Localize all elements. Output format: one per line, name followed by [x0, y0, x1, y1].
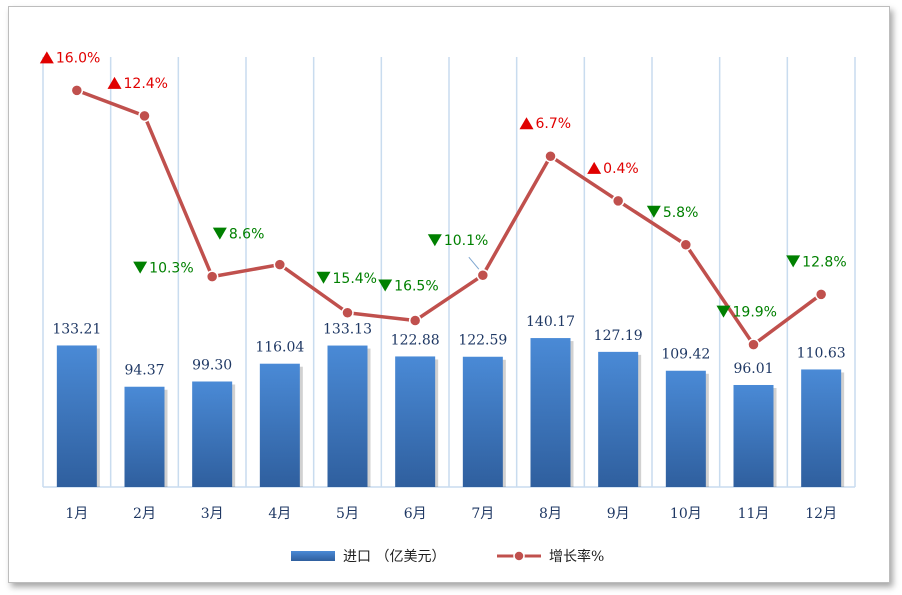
legend-bar-swatch	[291, 551, 335, 561]
x-tick-label: 7月	[471, 506, 494, 522]
x-tick-label: 8月	[539, 506, 562, 522]
growth-rate-label: 12.4%	[124, 76, 168, 92]
growth-point	[341, 306, 354, 319]
growth-rate-label: 16.0%	[56, 50, 100, 66]
growth-point	[747, 338, 760, 351]
bar-value-label: 122.59	[458, 333, 507, 349]
growth-rate-label: 0.4%	[603, 161, 639, 177]
down-arrow-icon	[378, 279, 393, 292]
growth-point	[138, 109, 151, 123]
grid-lines	[42, 57, 856, 488]
down-arrow-icon	[212, 227, 227, 240]
chart-frame: 133.21 94.37 99.30 116.04 133.13 122.88 122.59…	[8, 6, 890, 583]
growth-point	[814, 288, 828, 301]
growth-rate-label: 6.7%	[536, 116, 572, 132]
legend-line-label: 增长率%	[549, 548, 604, 565]
bar	[192, 381, 233, 487]
bar-value-label: 94.37	[124, 363, 164, 379]
growth-rate-label: 5.8%	[663, 205, 699, 221]
bar	[259, 363, 300, 487]
bar	[124, 386, 165, 487]
legend-line-marker	[513, 550, 525, 562]
legend-bar-label: 进口 （亿美元）	[343, 549, 445, 565]
growth-point	[273, 258, 287, 271]
growth-rate-label: 15.4%	[333, 271, 377, 287]
growth-rate-label: 10.1%	[444, 233, 488, 249]
down-arrow-icon	[786, 255, 801, 268]
growth-rate-label: 8.6%	[229, 227, 265, 243]
x-axis-tick-labels: 1月 2月 3月 4月 5月 6月 7月 8月 9月 10月 11月 12月	[65, 506, 837, 522]
bar-value-label: 110.63	[797, 345, 846, 361]
growth-rate-label: 16.5%	[394, 279, 438, 295]
chart-svg: 133.21 94.37 99.30 116.04 133.13 122.88 122.59…	[39, 50, 856, 565]
growth-point	[611, 194, 625, 208]
bar	[530, 338, 571, 487]
bar	[733, 384, 774, 487]
x-tick-label: 3月	[201, 506, 224, 522]
x-tick-label: 10月	[670, 506, 702, 522]
down-arrow-icon	[716, 305, 731, 318]
x-tick-label: 11月	[738, 506, 770, 522]
growth-point	[544, 149, 557, 163]
down-arrow-icon	[133, 261, 148, 274]
x-tick-label: 6月	[404, 506, 427, 522]
bar-value-label: 127.19	[594, 328, 643, 344]
bar	[665, 370, 706, 487]
growth-rate-label: 19.9%	[733, 305, 777, 321]
down-arrow-icon	[316, 271, 331, 284]
bar-value-label: 133.21	[52, 321, 101, 337]
bar	[801, 369, 842, 487]
down-arrow-icon	[427, 234, 442, 247]
bar-value-label: 99.30	[192, 357, 232, 373]
up-arrow-icon	[519, 117, 534, 130]
bar-value-labels: 133.21 94.37 99.30 116.04 133.13 122.88 122.59…	[52, 314, 845, 379]
bar-value-label: 133.13	[323, 322, 372, 338]
growth-line-series	[70, 84, 828, 351]
growth-point	[679, 238, 693, 251]
bar-value-label: 116.04	[255, 340, 304, 356]
growth-point	[205, 270, 219, 283]
bar-value-label: 96.01	[733, 361, 773, 377]
growth-point	[476, 268, 490, 282]
up-arrow-icon	[39, 51, 54, 64]
x-tick-label: 4月	[268, 506, 291, 522]
bar	[56, 345, 97, 487]
up-arrow-icon	[587, 161, 602, 174]
bar-series	[56, 338, 845, 487]
x-tick-label: 9月	[607, 506, 630, 522]
bar	[598, 351, 639, 487]
bar-value-label: 122.88	[391, 332, 440, 348]
x-tick-label: 2月	[133, 506, 156, 522]
growth-rate-label: 12.8%	[802, 254, 846, 270]
bar	[462, 356, 503, 487]
growth-point	[408, 314, 422, 327]
label-leader-line	[468, 256, 480, 270]
bar	[395, 356, 436, 487]
growth-rate-labels: 16.0% 12.4% 10.3% 8.6% 15.4% 16.5% 10.1% 6.7% 0.…	[39, 50, 847, 321]
growth-point	[70, 84, 84, 97]
bar-value-label: 140.17	[526, 314, 575, 330]
x-tick-label: 1月	[65, 506, 88, 522]
down-arrow-icon	[646, 205, 661, 218]
bar	[327, 345, 368, 487]
growth-rate-label: 10.3%	[149, 261, 193, 277]
x-tick-label: 5月	[336, 506, 359, 522]
bar-value-label: 109.42	[661, 347, 710, 363]
x-tick-label: 12月	[805, 506, 837, 522]
growth-line	[76, 88, 823, 347]
up-arrow-icon	[107, 76, 122, 89]
legend: 进口 （亿美元） 增长率%	[291, 548, 604, 565]
